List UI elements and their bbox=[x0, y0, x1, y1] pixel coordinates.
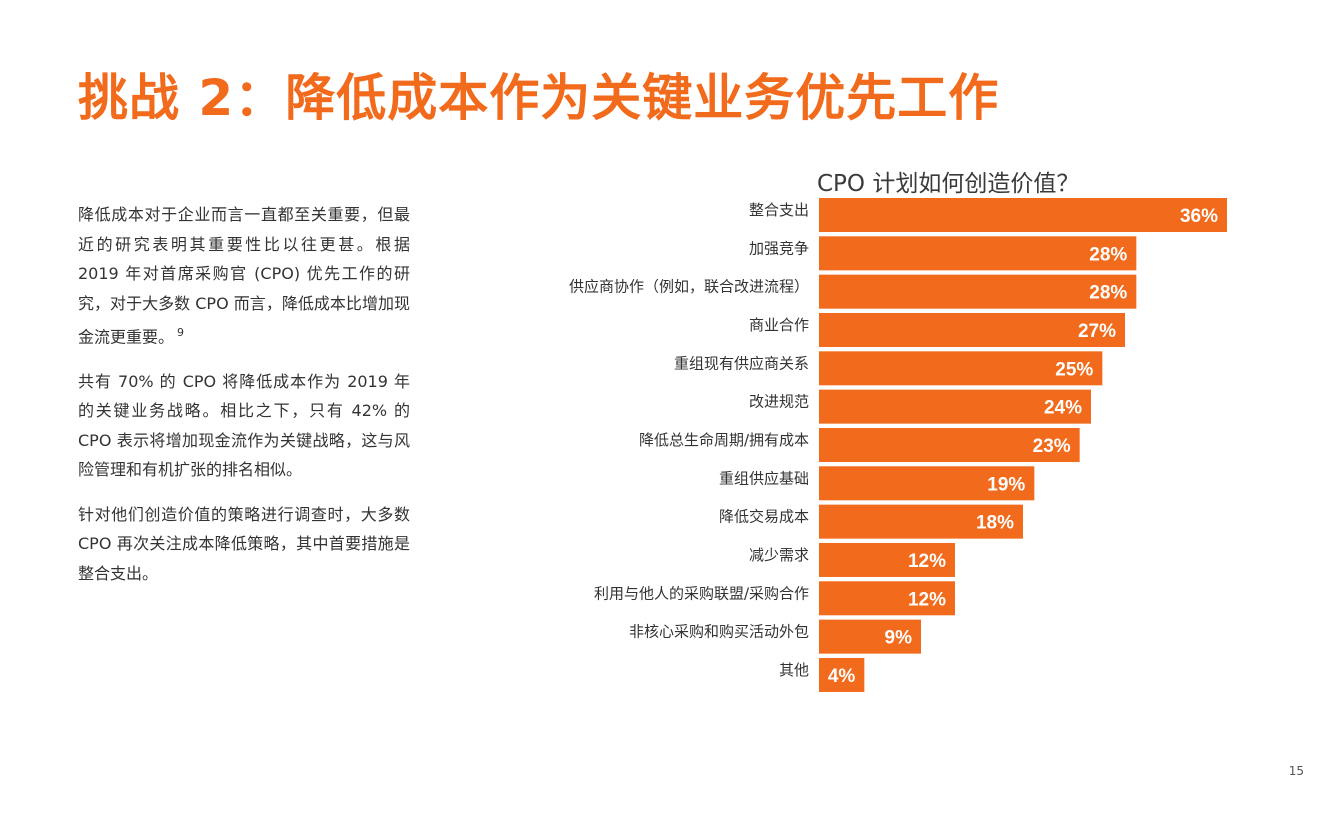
bar-value-label: 4% bbox=[828, 666, 856, 687]
bar-3 bbox=[819, 274, 1137, 309]
bar-9 bbox=[819, 504, 1023, 539]
bar-value-label: 27% bbox=[1078, 321, 1116, 342]
bar-4 bbox=[819, 312, 1125, 347]
paragraph-3: 针对他们创造价值的策略进行调查时，大多数 CPO 再次关注成本降低策略，其中首要… bbox=[78, 504, 410, 583]
page-number: 15 bbox=[1288, 764, 1304, 778]
body-text: 降低成本对于企业而言一直都至关重要，但最近的研究表明其重要性比以往更甚。根据 2… bbox=[78, 200, 410, 603]
category-label: 重组供应基础 bbox=[719, 469, 809, 487]
category-label: 商业合作 bbox=[749, 316, 809, 334]
bar-value-label: 12% bbox=[908, 551, 946, 572]
category-label: 非核心采购和购买活动外包 bbox=[629, 623, 809, 641]
bar-value-label: 25% bbox=[1055, 359, 1093, 380]
bar-value-label: 28% bbox=[1089, 283, 1127, 304]
bar-value-label: 28% bbox=[1089, 244, 1127, 265]
chart-title: CPO 计划如何创造价值？ bbox=[817, 171, 1080, 197]
page-title: 挑战 2：降低成本作为关键业务优先工作 bbox=[78, 69, 1000, 127]
bar-value-label: 36% bbox=[1180, 206, 1218, 227]
category-label: 重组现有供应商关系 bbox=[674, 354, 809, 372]
bar-6 bbox=[819, 389, 1091, 424]
footnote-marker: 9 bbox=[177, 326, 185, 339]
bar-13 bbox=[819, 657, 865, 692]
bar-8 bbox=[819, 466, 1035, 501]
paragraph-2: 共有 70% 的 CPO 将降低成本作为 2019 年的关键业务战略。相比之下，… bbox=[78, 371, 410, 480]
bar-value-label: 24% bbox=[1044, 398, 1082, 419]
bar-value-label: 12% bbox=[908, 589, 946, 610]
category-label: 降低总生命周期/拥有成本 bbox=[639, 431, 809, 449]
bar-value-label: 19% bbox=[987, 474, 1025, 495]
bar-10 bbox=[819, 542, 955, 577]
category-label: 改进规范 bbox=[749, 393, 809, 411]
bar-value-label: 23% bbox=[1033, 436, 1071, 457]
category-label: 供应商协作（例如，联合改进流程） bbox=[569, 278, 809, 296]
bar-value-label: 18% bbox=[976, 513, 1014, 534]
paragraph-1-text: 降低成本对于企业而言一直都至关重要，但最近的研究表明其重要性比以往更甚。根据 2… bbox=[78, 205, 410, 347]
category-label: 利用与他人的采购联盟/采购合作 bbox=[594, 584, 809, 602]
bar-value-label: 9% bbox=[885, 628, 913, 649]
category-label: 降低交易成本 bbox=[719, 508, 809, 526]
bar-1 bbox=[819, 198, 1227, 232]
category-label: 整合支出 bbox=[749, 201, 809, 219]
bar-2 bbox=[819, 236, 1137, 271]
category-label: 减少需求 bbox=[749, 546, 809, 564]
category-label: 其他 bbox=[779, 661, 809, 679]
category-label: 加强竞争 bbox=[749, 239, 809, 257]
bar-11 bbox=[819, 581, 955, 616]
bar-12 bbox=[819, 619, 921, 654]
bar-5 bbox=[819, 351, 1103, 386]
bar-7 bbox=[819, 427, 1080, 462]
paragraph-1: 降低成本对于企业而言一直都至关重要，但最近的研究表明其重要性比以往更甚。根据 2… bbox=[78, 200, 410, 352]
